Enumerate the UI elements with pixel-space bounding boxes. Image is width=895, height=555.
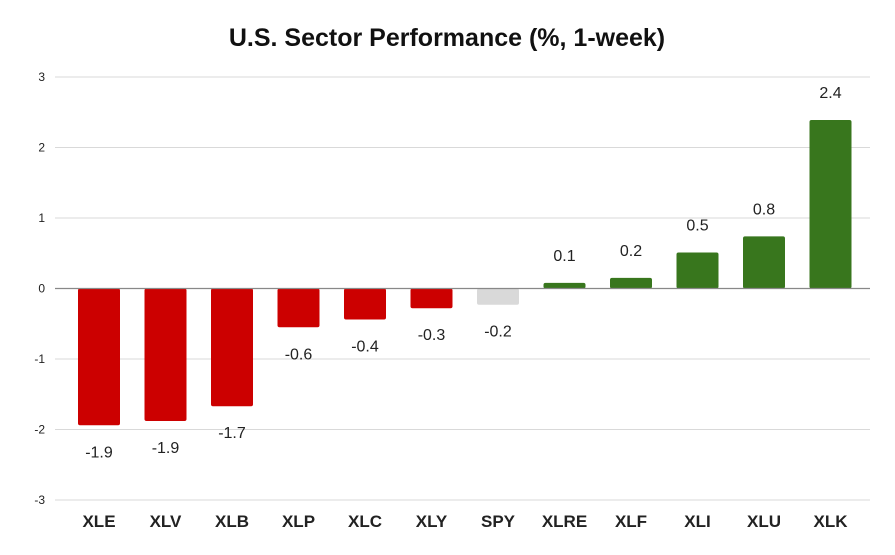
bar-xlu: [743, 236, 785, 289]
x-tick-label-xlv: XLV: [150, 512, 182, 531]
bar-xli: [676, 252, 719, 289]
bar-xlk: [809, 120, 852, 289]
data-labels: -1.9 -1.9 -1.7 -0.6 -0.4 -0.3 -0.2 0.1 0.2 0.5 0.8…: [85, 85, 842, 461]
x-tick-label-xlp: XLP: [282, 512, 315, 531]
x-tick-label-xlb: XLB: [215, 512, 249, 531]
data-label-xle: -1.9: [85, 444, 113, 461]
data-label-xlk: 2.4: [819, 85, 841, 102]
bar-spy: [477, 288, 519, 305]
data-label-xly: -0.3: [418, 327, 446, 344]
data-label-xlc: -0.4: [351, 339, 379, 356]
x-tick-label-xli: XLI: [684, 512, 710, 531]
y-axis-ticks: 3 2 1 0 -1 -2 -3: [34, 70, 45, 507]
chart-title: U.S. Sector Performance (%, 1-week): [229, 24, 665, 52]
data-label-xlu: 0.8: [753, 201, 775, 218]
data-label-spy: -0.2: [484, 324, 512, 341]
x-tick-label-xlk: XLK: [814, 512, 849, 531]
y-tick-label: 0: [38, 282, 45, 296]
x-axis-ticks: XLE XLV XLB XLP XLC XLY SPY XLRE XLF XLI XLU XLK: [82, 512, 848, 531]
bar-xlf: [610, 277, 652, 289]
y-tick-label: 1: [38, 211, 45, 225]
bar-xlv: [144, 288, 187, 422]
bar-xle: [78, 288, 120, 426]
bar-xlc: [344, 288, 386, 320]
data-label-xlp: -0.6: [285, 346, 313, 363]
x-tick-label-xlu: XLU: [747, 512, 781, 531]
x-tick-label-xlf: XLF: [615, 512, 647, 531]
data-label-xli: 0.5: [686, 218, 708, 235]
y-tick-label: -1: [34, 352, 45, 366]
x-tick-label-spy: SPY: [481, 512, 516, 531]
bars: [78, 120, 852, 426]
y-tick-label: 3: [38, 70, 45, 84]
bar-xly: [410, 288, 453, 309]
x-tick-label-xlc: XLC: [348, 512, 382, 531]
data-label-xlb: -1.7: [218, 425, 246, 442]
y-tick-label: -3: [34, 493, 45, 507]
y-tick-label: 2: [38, 141, 45, 155]
bar-xlre: [543, 282, 586, 289]
bar-xlp: [277, 288, 320, 328]
data-label-xlv: -1.9: [152, 440, 180, 457]
data-label-xlre: 0.1: [553, 248, 575, 265]
data-label-xlf: 0.2: [620, 243, 642, 260]
x-tick-label-xle: XLE: [82, 512, 115, 531]
bar-xlb: [211, 288, 253, 407]
y-tick-label: -2: [34, 423, 45, 437]
x-tick-label-xly: XLY: [416, 512, 448, 531]
x-tick-label-xlre: XLRE: [542, 512, 587, 531]
